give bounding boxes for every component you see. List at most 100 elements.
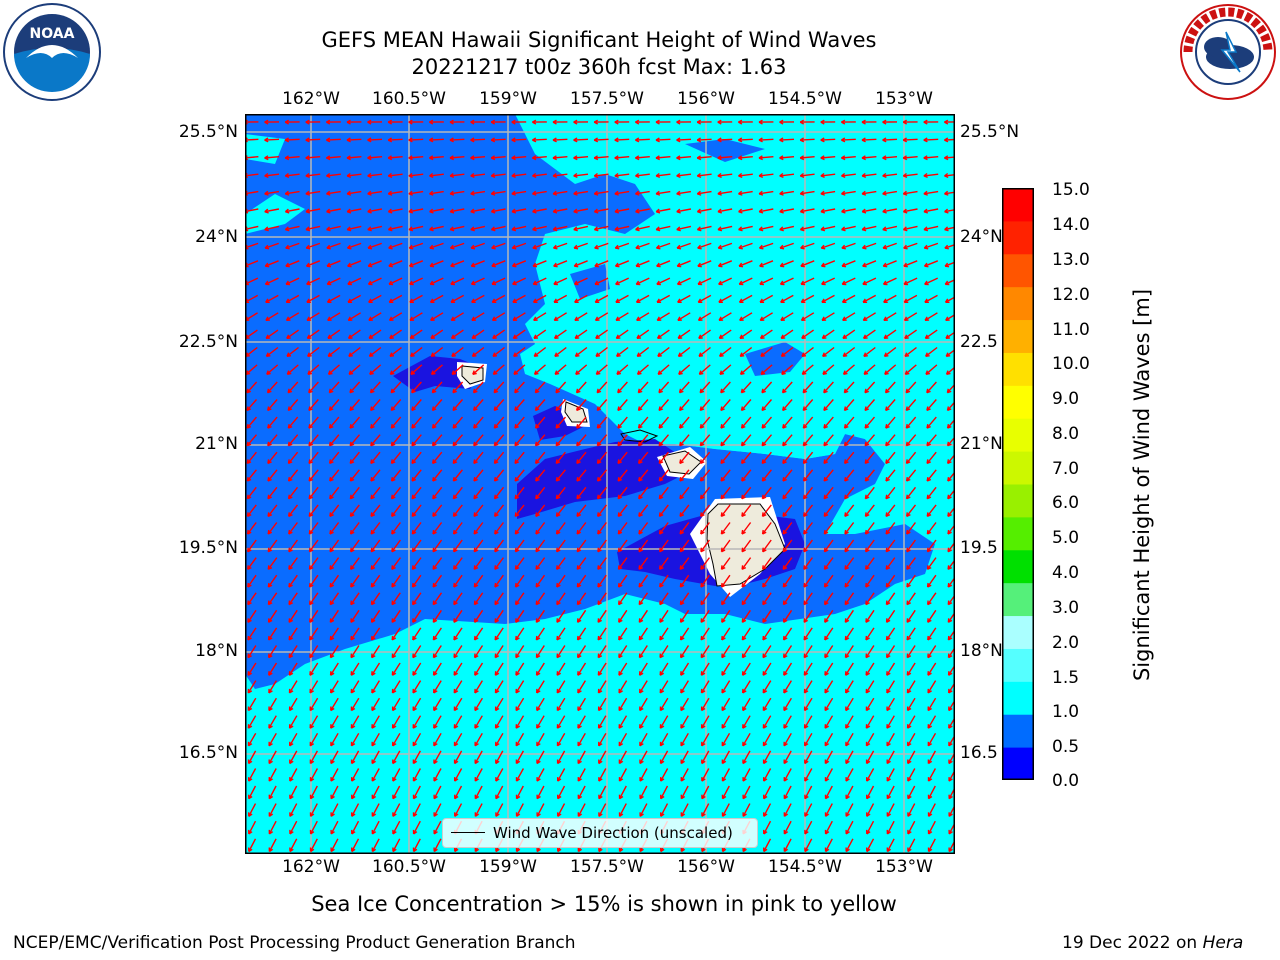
wind-wave-arrowhead	[556, 531, 561, 535]
wind-wave-arrowhead	[700, 619, 706, 623]
wind-wave-arrow	[845, 838, 854, 852]
wind-wave-arrow	[453, 627, 463, 641]
wind-wave-arrowhead	[391, 566, 396, 570]
wind-wave-arrow	[453, 680, 463, 694]
wind-wave-arrowhead	[717, 211, 723, 214]
wind-wave-arrow	[904, 312, 918, 321]
wind-wave-arrow	[884, 346, 897, 357]
wind-wave-arrow	[720, 469, 731, 482]
colorbar-cell	[1002, 352, 1034, 386]
wind-wave-arrow	[576, 434, 587, 447]
wind-wave-arrow	[844, 592, 855, 605]
wind-wave-arrowhead	[473, 496, 478, 500]
wind-wave-arrow	[802, 451, 814, 464]
wind-wave-arrowhead	[472, 372, 477, 375]
wind-wave-arrow	[782, 504, 793, 517]
wind-wave-arrow	[842, 312, 856, 321]
wind-wave-arrowhead	[841, 157, 846, 161]
wind-wave-arrowhead	[863, 355, 868, 357]
wind-wave-arrowhead	[638, 531, 643, 535]
wind-wave-arrowhead	[802, 372, 807, 375]
wind-wave-arrow	[883, 294, 897, 303]
wind-wave-arrowhead	[577, 549, 582, 553]
wind-wave-arrow	[700, 522, 710, 535]
wind-wave-arrowhead	[803, 549, 808, 553]
wind-wave-arrow	[346, 156, 362, 159]
wind-wave-arrowhead	[412, 725, 418, 729]
wind-wave-arrow	[330, 732, 339, 747]
wind-wave-arrowhead	[266, 355, 271, 357]
wind-wave-arrowhead	[655, 157, 660, 161]
wind-wave-arrowhead	[388, 247, 393, 250]
wind-wave-arrow	[822, 329, 835, 339]
wind-wave-arrowhead	[535, 443, 540, 447]
wind-wave-arrow	[453, 645, 463, 658]
wind-wave-arrow	[573, 208, 589, 213]
wind-wave-arrowhead	[594, 175, 599, 179]
wind-wave-arrow	[821, 277, 836, 285]
wind-wave-arrowhead	[490, 121, 496, 125]
wind-wave-arrowhead	[866, 831, 871, 835]
wind-wave-arrow	[944, 156, 955, 159]
wind-wave-arrowhead	[264, 121, 269, 125]
wind-wave-arrow	[350, 715, 360, 729]
wind-wave-arrowhead	[861, 139, 866, 143]
wind-wave-arrowhead	[658, 390, 664, 394]
wind-wave-arrow	[330, 838, 339, 852]
wind-wave-arrow	[532, 208, 547, 213]
wind-wave-arrow	[309, 768, 319, 782]
wind-wave-arrowhead	[392, 831, 397, 835]
wind-wave-arrow	[885, 557, 896, 570]
wind-wave-arrowhead	[289, 848, 294, 853]
wind-wave-arrowhead	[925, 372, 931, 375]
wind-wave-arrow	[391, 522, 401, 535]
wind-wave-arrowhead	[268, 707, 273, 712]
wind-wave-arrowhead	[410, 372, 416, 375]
wind-wave-arrowhead	[412, 549, 417, 553]
wind-wave-arrow	[535, 416, 546, 429]
wind-wave-arrow	[843, 381, 855, 394]
wind-wave-arrow	[718, 260, 733, 267]
wind-wave-arrow	[596, 381, 608, 394]
wind-wave-arrow	[391, 645, 401, 658]
wind-wave-arrowhead	[284, 139, 290, 143]
wind-wave-arrowhead	[308, 390, 313, 394]
wind-wave-arrowhead	[928, 848, 933, 853]
wind-wave-arrow	[699, 451, 711, 464]
wind-wave-arrow	[698, 329, 711, 339]
wind-wave-arrow	[412, 838, 421, 852]
wind-wave-arrow	[658, 469, 669, 482]
wind-wave-arrowhead	[598, 672, 603, 676]
wind-wave-arrowhead	[844, 478, 849, 482]
wind-wave-arrow	[389, 329, 402, 339]
wind-wave-arrow	[576, 416, 587, 429]
wind-wave-arrow	[925, 329, 938, 339]
wind-wave-arrowhead	[473, 531, 479, 535]
wind-wave-arrowhead	[804, 848, 809, 853]
wind-wave-arrowhead	[679, 496, 684, 500]
wind-wave-arrow	[865, 522, 875, 535]
wind-wave-arrow	[306, 277, 321, 285]
wind-wave-arrowhead	[660, 707, 665, 712]
wind-wave-arrow	[886, 838, 895, 852]
wind-wave-arrowhead	[597, 443, 602, 447]
wind-wave-arrow	[285, 190, 300, 195]
wind-wave-arrow	[309, 732, 319, 747]
legend-line-icon	[451, 832, 485, 833]
wind-wave-arrowhead	[470, 121, 475, 125]
wind-wave-arrow	[947, 593, 955, 605]
wind-wave-arrow	[742, 715, 751, 729]
wind-wave-arrow	[474, 697, 483, 711]
wind-wave-arrowhead	[474, 778, 479, 782]
wind-wave-arrow	[659, 609, 669, 623]
nws-logo	[1180, 4, 1276, 100]
wind-wave-arrow	[598, 750, 607, 764]
wind-wave-arrow	[494, 609, 504, 623]
wind-wave-arrowhead	[697, 211, 702, 214]
wind-wave-arrowhead	[474, 549, 479, 553]
wind-wave-arrowhead	[618, 655, 623, 659]
wind-wave-arrow	[267, 451, 278, 464]
wind-wave-arrow	[886, 609, 896, 623]
wind-wave-arrowhead	[804, 672, 809, 676]
wind-wave-arrowhead	[947, 443, 952, 447]
